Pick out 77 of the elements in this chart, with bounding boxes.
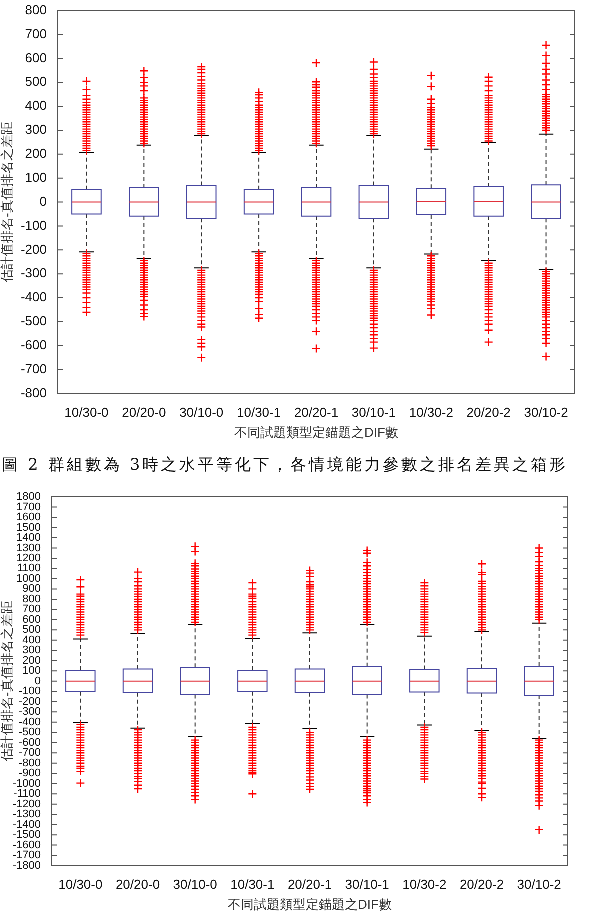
x-tick-label: 20/20-1 bbox=[288, 877, 332, 892]
y-tick-label: 200 bbox=[22, 654, 41, 667]
y-tick-label: -200 bbox=[18, 696, 41, 708]
y-tick-label: -600 bbox=[18, 736, 41, 749]
y-tick-label: -800 bbox=[20, 385, 47, 400]
y-tick-label: 500 bbox=[22, 624, 41, 636]
y-tick-label: -1400 bbox=[12, 818, 41, 831]
y-tick-label: -700 bbox=[20, 361, 47, 376]
y-tick-label: -1000 bbox=[12, 778, 41, 790]
x-tick-label: 10/30-1 bbox=[230, 877, 275, 892]
y-tick-label: -400 bbox=[18, 716, 41, 728]
y-tick-label: 600 bbox=[22, 614, 41, 626]
y-tick-label: 300 bbox=[25, 122, 47, 138]
y-tick-label: -1800 bbox=[12, 860, 41, 872]
y-tick-label: -600 bbox=[20, 338, 47, 353]
y-tick-label: 1800 bbox=[16, 491, 41, 504]
y-tick-label: -1300 bbox=[12, 808, 41, 821]
x-tick-label: 20/20-0 bbox=[122, 405, 166, 420]
x-axis-title: 不同試題類型定錨題之DIF數 bbox=[234, 424, 398, 440]
x-tick-label: 10/30-2 bbox=[409, 405, 454, 420]
y-tick-label: 800 bbox=[22, 593, 41, 606]
y-tick-label: -300 bbox=[18, 706, 41, 718]
x-tick-label: 10/30-0 bbox=[58, 877, 103, 892]
y-tick-label: 700 bbox=[25, 26, 47, 42]
y-tick-label: -1600 bbox=[12, 839, 41, 852]
x-tick-label: 20/20-1 bbox=[294, 405, 339, 420]
x-tick-label: 10/30-0 bbox=[64, 405, 109, 420]
y-tick-label: 400 bbox=[22, 634, 41, 646]
y-tick-label: 100 bbox=[25, 170, 47, 185]
x-tick-label: 20/20-2 bbox=[466, 405, 511, 420]
y-tick-label: 0 bbox=[34, 675, 41, 688]
x-tick-label: 10/30-1 bbox=[237, 405, 282, 420]
y-axis-title: 估計值排名-真值排名之差距 bbox=[0, 601, 14, 763]
x-axis-title: 不同試題類型定錨題之DIF數 bbox=[228, 896, 392, 912]
y-tick-label: -100 bbox=[20, 218, 47, 233]
x-tick-label: 20/20-2 bbox=[460, 877, 504, 892]
y-tick-label: -200 bbox=[20, 242, 47, 257]
y-tick-label: -1500 bbox=[12, 829, 41, 842]
y-tick-label: -1200 bbox=[12, 798, 41, 810]
y-tick-label: 1000 bbox=[16, 572, 41, 585]
y-tick-label: 900 bbox=[22, 583, 41, 596]
x-tick-label: 30/10-2 bbox=[517, 877, 562, 892]
y-tick-label: 700 bbox=[22, 604, 41, 616]
y-tick-label: 400 bbox=[25, 98, 47, 114]
x-tick-label: 30/10-1 bbox=[345, 877, 390, 892]
x-tick-label: 30/10-0 bbox=[180, 405, 224, 420]
x-tick-label: 10/30-2 bbox=[402, 877, 447, 892]
y-tick-label: 300 bbox=[22, 644, 41, 657]
y-axis-title: 估計值排名-真值排名之差距 bbox=[0, 122, 14, 284]
y-tick-label: 800 bbox=[25, 2, 47, 18]
y-tick-label: 600 bbox=[25, 50, 47, 66]
y-tick-label: -500 bbox=[20, 314, 47, 329]
y-tick-label: 1300 bbox=[16, 542, 41, 554]
y-tick-label: -1700 bbox=[12, 850, 41, 862]
y-tick-label: 200 bbox=[25, 146, 47, 162]
y-tick-label: 0 bbox=[40, 194, 47, 209]
y-tick-label: 100 bbox=[22, 665, 41, 678]
y-tick-label: 1600 bbox=[16, 512, 41, 524]
y-tick-label: 500 bbox=[25, 74, 47, 90]
x-tick-label: 30/10-2 bbox=[524, 405, 568, 420]
y-tick-label: -1100 bbox=[14, 788, 41, 800]
x-tick-label: 30/10-1 bbox=[352, 405, 396, 420]
y-tick-label: -500 bbox=[18, 726, 41, 739]
y-tick-label: -800 bbox=[18, 757, 41, 770]
y-tick-label: -900 bbox=[18, 768, 41, 780]
x-tick-label: 20/20-0 bbox=[116, 877, 160, 892]
caption: 圖 2 群組數為 3時之水平等化下，各情境能力參數之排名差異之箱形 bbox=[1, 454, 570, 476]
y-tick-label: -300 bbox=[20, 266, 47, 281]
y-tick-label: -100 bbox=[18, 686, 41, 698]
y-tick-label: 1700 bbox=[16, 501, 41, 514]
y-tick-label: 1500 bbox=[16, 522, 41, 534]
x-tick-label: 30/10-0 bbox=[173, 877, 218, 892]
y-tick-label: -700 bbox=[18, 747, 41, 760]
y-tick-label: 1100 bbox=[17, 562, 41, 575]
y-tick-label: 1200 bbox=[16, 552, 41, 564]
y-tick-label: 1400 bbox=[16, 532, 41, 544]
y-tick-label: -400 bbox=[20, 290, 47, 305]
